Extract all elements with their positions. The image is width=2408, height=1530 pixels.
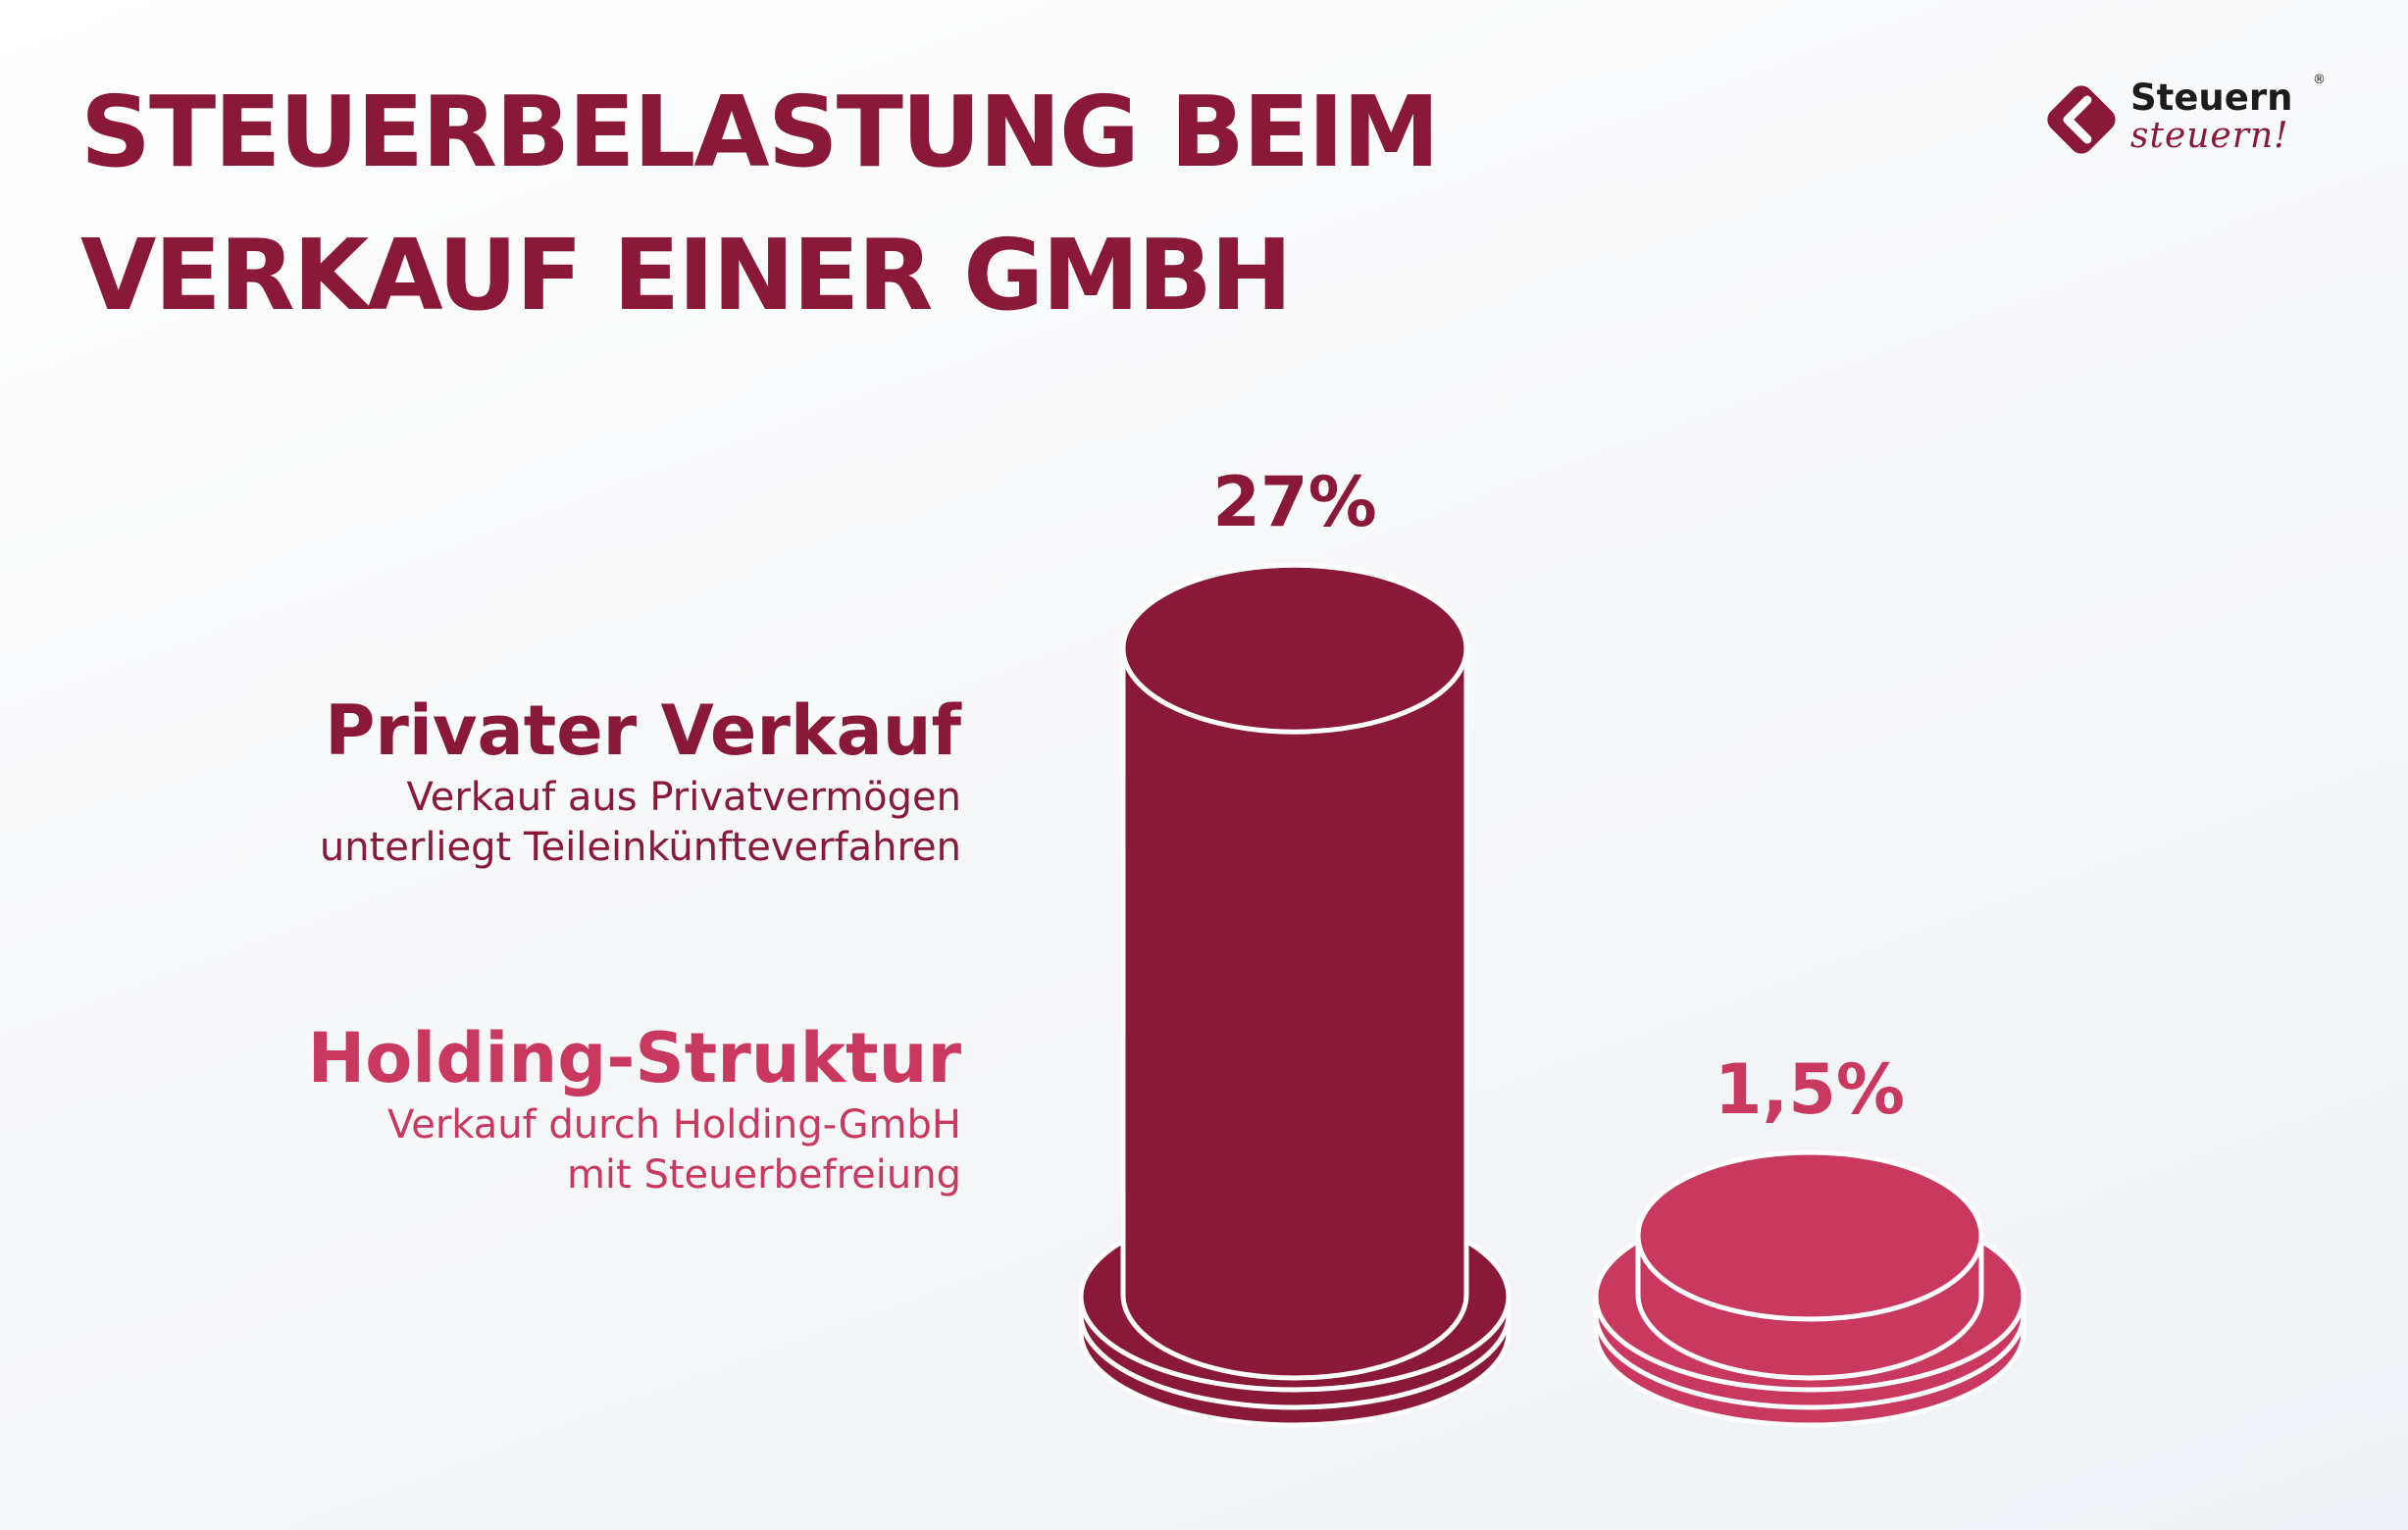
title-line-1: STEUERBELASTUNG BEIM <box>80 75 1440 189</box>
legend-desc-line: Verkauf aus Privatvermögen <box>406 775 961 820</box>
legend-desc-line: mit Steuerbefreiung <box>566 1152 961 1198</box>
data-label-1: 27% <box>1212 462 1377 542</box>
legend-name-holding-struktur: Holding-Struktur <box>307 1018 961 1098</box>
legend-item-holding-struktur: Holding-Struktur Verkauf durch Holding-G… <box>308 1016 961 1200</box>
bar-top-2 <box>1635 1149 1984 1322</box>
pedestal-ring <box>1593 1313 2026 1410</box>
page-title: STEUERBELASTUNG BEIM VERKAUF EINER GMBH <box>80 61 1440 347</box>
brand-logo: Steuern ® steuern! <box>2040 73 2326 161</box>
pedestal-ring <box>1078 1313 1511 1410</box>
legend-desc-line: Verkauf durch Holding-GmbH <box>386 1102 961 1148</box>
title-line-2: VERKAUF EINER GMBH <box>80 218 1293 332</box>
bar-1 <box>1120 645 1469 1381</box>
diamond-arrow-icon <box>2047 85 2116 154</box>
legend-item-privater-verkauf: Privater Verkauf Verkauf aus Privatvermö… <box>320 688 961 873</box>
logo-word-steuern-script: steuern! <box>2130 116 2289 156</box>
legend-name-privater-verkauf: Privater Verkauf <box>325 690 961 771</box>
logo-registered-mark: ® <box>2313 73 2326 87</box>
data-label-2: 1,5% <box>1715 1049 1905 1130</box>
bar-top-1 <box>1120 562 1469 735</box>
legend-desc-line: unterliegt Teileinkünfteverfahren <box>319 825 961 870</box>
logo-word-steuern: Steuern <box>2130 76 2293 119</box>
